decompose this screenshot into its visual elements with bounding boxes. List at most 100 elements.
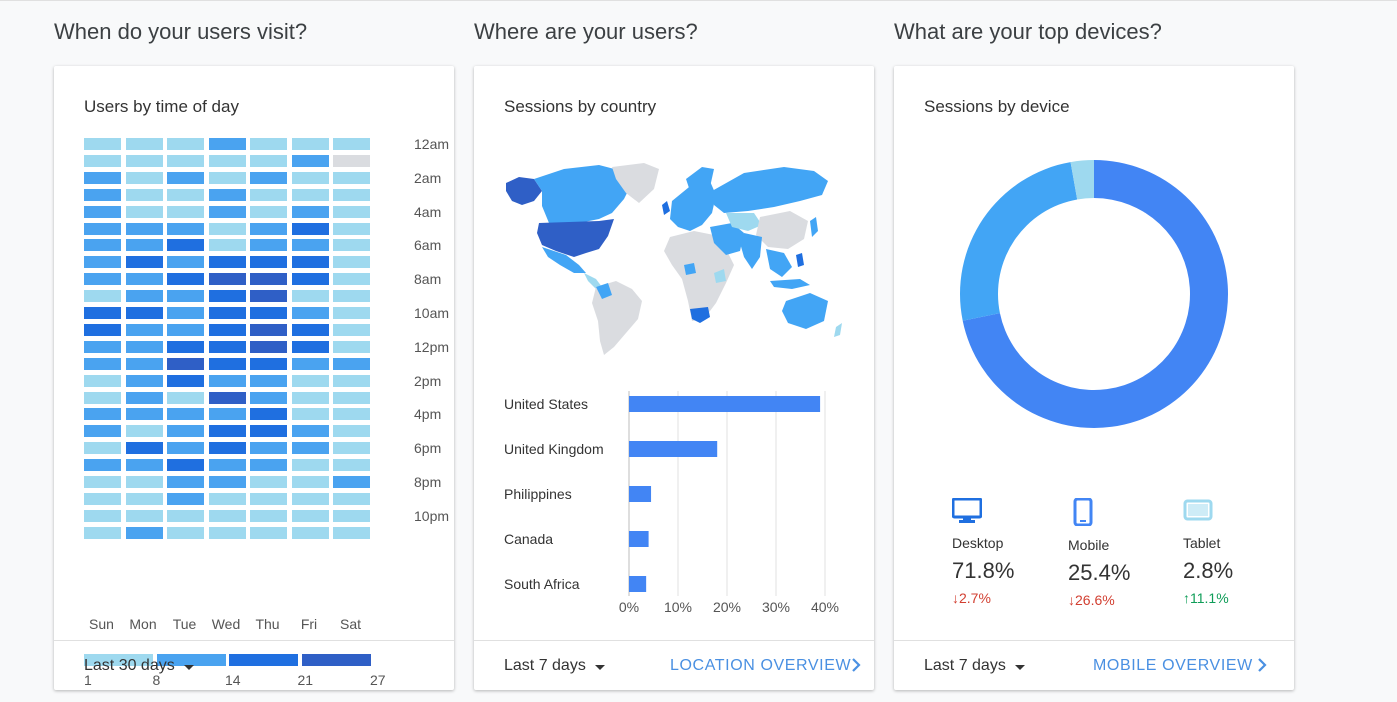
heatmap-cell[interactable] <box>167 476 204 488</box>
heatmap-cell[interactable] <box>333 357 370 370</box>
heatmap-cell[interactable] <box>208 391 246 404</box>
country-bar[interactable] <box>629 531 649 547</box>
heatmap-cell[interactable] <box>333 307 370 319</box>
heatmap-cell[interactable] <box>125 374 163 387</box>
heatmap-cell[interactable] <box>250 442 287 455</box>
heatmap-cell[interactable] <box>84 290 121 303</box>
heatmap-cell[interactable] <box>291 357 329 370</box>
heatmap-cell[interactable] <box>250 222 287 235</box>
heatmap-cell[interactable] <box>125 509 163 522</box>
heatmap-cell[interactable] <box>125 307 163 319</box>
heatmap-cell[interactable] <box>208 509 246 522</box>
heatmap-cell[interactable] <box>125 340 163 353</box>
heatmap-cell[interactable] <box>250 323 287 336</box>
heatmap-cell[interactable] <box>333 171 370 184</box>
heatmap-cell[interactable] <box>167 340 204 353</box>
heatmap-cell[interactable] <box>291 154 329 167</box>
heatmap-cell[interactable] <box>333 222 370 235</box>
heatmap-cell[interactable] <box>125 408 163 421</box>
heatmap-cell[interactable] <box>291 408 329 421</box>
heatmap-cell[interactable] <box>250 138 287 150</box>
heatmap-cell[interactable] <box>125 526 163 539</box>
heatmap-cell[interactable] <box>291 442 329 455</box>
heatmap-cell[interactable] <box>250 526 287 539</box>
heatmap-cell[interactable] <box>125 188 163 201</box>
heatmap-cell[interactable] <box>125 171 163 184</box>
heatmap-cell[interactable] <box>250 492 287 505</box>
heatmap-cell[interactable] <box>333 374 370 387</box>
heatmap-cell[interactable] <box>333 273 370 286</box>
date-range-dropdown[interactable]: Last 7 days <box>504 657 605 675</box>
chevron-right-icon[interactable] <box>1256 657 1268 673</box>
heatmap-cell[interactable] <box>208 256 246 269</box>
heatmap-cell[interactable] <box>250 459 287 472</box>
heatmap-cell[interactable] <box>250 374 287 387</box>
date-range-dropdown[interactable]: Last 30 days <box>84 657 194 675</box>
heatmap-cell[interactable] <box>250 239 287 252</box>
heatmap-cell[interactable] <box>84 171 121 184</box>
heatmap-cell[interactable] <box>333 442 370 455</box>
heatmap-cell[interactable] <box>125 476 163 488</box>
heatmap-cell[interactable] <box>125 222 163 235</box>
heatmap-cell[interactable] <box>333 391 370 404</box>
heatmap-cell[interactable] <box>84 391 121 404</box>
donut-slice[interactable] <box>1070 160 1094 200</box>
heatmap-cell[interactable] <box>167 526 204 539</box>
heatmap-cell[interactable] <box>167 408 204 421</box>
heatmap-cell[interactable] <box>333 459 370 472</box>
country-bar[interactable] <box>629 441 718 457</box>
heatmap-cell[interactable] <box>125 391 163 404</box>
heatmap-cell[interactable] <box>333 290 370 303</box>
heatmap-cell[interactable] <box>250 425 287 438</box>
heatmap-cell[interactable] <box>208 222 246 235</box>
heatmap-cell[interactable] <box>208 188 246 201</box>
heatmap-cell[interactable] <box>84 492 121 505</box>
heatmap-cell[interactable] <box>291 222 329 235</box>
heatmap-cell[interactable] <box>208 171 246 184</box>
heatmap-cell[interactable] <box>250 509 287 522</box>
heatmap-cell[interactable] <box>333 340 370 353</box>
heatmap-cell[interactable] <box>291 509 329 522</box>
heatmap-cell[interactable] <box>333 323 370 336</box>
heatmap-cell[interactable] <box>84 205 121 218</box>
heatmap-cell[interactable] <box>125 256 163 269</box>
heatmap-cell[interactable] <box>291 459 329 472</box>
heatmap-cell[interactable] <box>250 171 287 184</box>
heatmap-cell[interactable] <box>208 154 246 167</box>
heatmap-cell[interactable] <box>84 323 121 336</box>
heatmap-cell[interactable] <box>84 154 121 167</box>
heatmap-cell[interactable] <box>167 171 204 184</box>
heatmap-cell[interactable] <box>125 442 163 455</box>
heatmap-cell[interactable] <box>167 239 204 252</box>
heatmap-cell[interactable] <box>333 492 370 505</box>
heatmap-cell[interactable] <box>167 492 204 505</box>
heatmap-cell[interactable] <box>167 154 204 167</box>
heatmap-cell[interactable] <box>167 273 204 286</box>
heatmap-cell[interactable] <box>125 239 163 252</box>
heatmap-cell[interactable] <box>84 442 121 455</box>
heatmap-cell[interactable] <box>84 476 121 488</box>
heatmap-cell[interactable] <box>291 138 329 150</box>
heatmap-cell[interactable] <box>250 154 287 167</box>
heatmap-cell[interactable] <box>291 374 329 387</box>
heatmap-cell[interactable] <box>208 357 246 370</box>
heatmap-cell[interactable] <box>84 340 121 353</box>
heatmap-cell[interactable] <box>208 459 246 472</box>
heatmap-cell[interactable] <box>167 391 204 404</box>
heatmap-cell[interactable] <box>125 492 163 505</box>
heatmap-cell[interactable] <box>291 290 329 303</box>
heatmap-cell[interactable] <box>125 154 163 167</box>
heatmap-cell[interactable] <box>333 205 370 218</box>
heatmap-cell[interactable] <box>333 256 370 269</box>
heatmap-cell[interactable] <box>208 239 246 252</box>
heatmap-cell[interactable] <box>125 138 163 150</box>
location-overview-link[interactable]: LOCATION OVERVIEW <box>670 657 852 674</box>
heatmap-cell[interactable] <box>208 476 246 488</box>
heatmap-cell[interactable] <box>84 307 121 319</box>
heatmap-cell[interactable] <box>125 205 163 218</box>
heatmap-cell[interactable] <box>250 290 287 303</box>
heatmap-cell[interactable] <box>208 408 246 421</box>
heatmap-cell[interactable] <box>291 492 329 505</box>
heatmap-cell[interactable] <box>291 273 329 286</box>
heatmap-cell[interactable] <box>167 357 204 370</box>
